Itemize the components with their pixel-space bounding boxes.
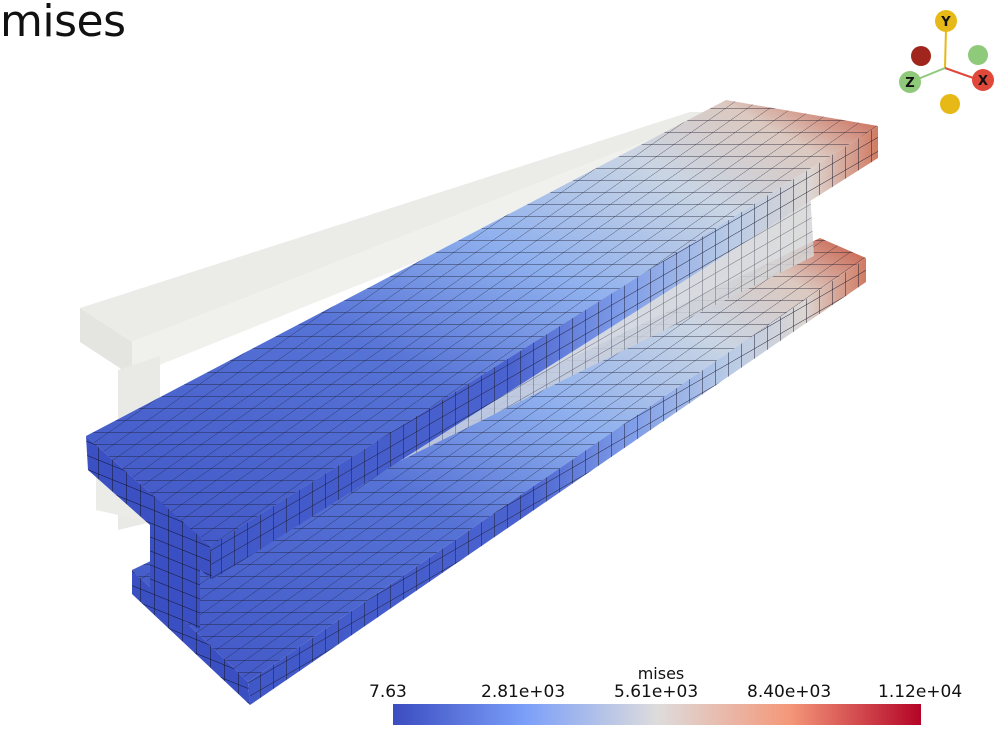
x-axis-dot [972,69,994,91]
colorbar-gradient [393,704,921,725]
colorbar-label-4: 8.40e+03 [747,682,832,702]
neg-z-axis-dot [968,45,988,65]
y-axis-label: Y [940,15,951,30]
neg-x-axis-dot [911,46,931,66]
top-flange [86,100,878,580]
colorbar-label-max: 1.12e+04 [878,682,963,702]
z-axis-label: Z [905,76,914,91]
y-axis-line [944,27,947,69]
colorbar-title: mises [637,664,685,683]
y-axis-dot [935,10,957,32]
neg-y-axis-dot [940,94,960,114]
bottom-flange [132,238,866,705]
x-axis-label: X [978,74,988,89]
colorbar-label-min: 7.63 [369,682,407,702]
colorbar[interactable] [393,704,921,725]
view-title: mises [0,0,126,47]
z-axis-dot [899,71,921,93]
orientation-axes[interactable]: Y X Z [899,10,994,114]
colorbar-label-3: 5.61e+03 [614,682,699,702]
colorbar-label-2: 2.81e+03 [481,682,566,702]
